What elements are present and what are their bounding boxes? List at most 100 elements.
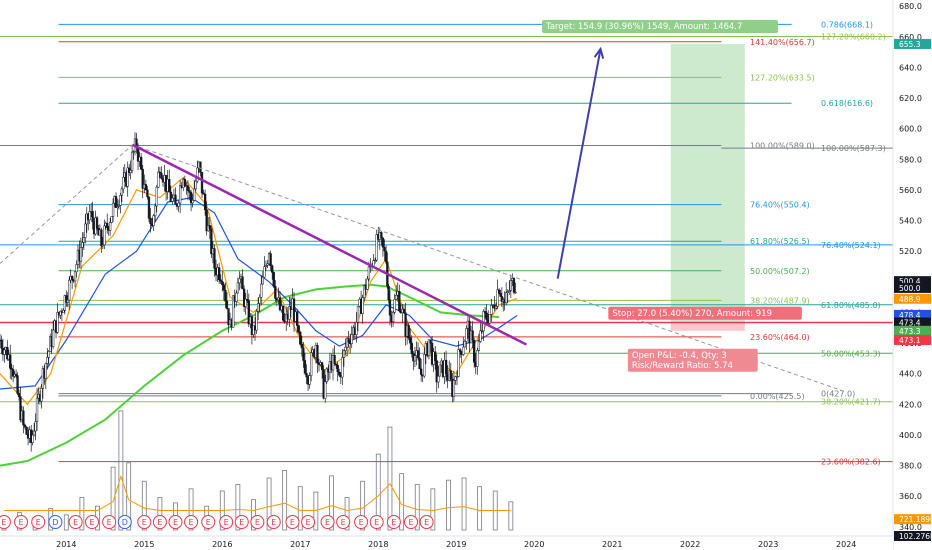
candle-body: [202, 192, 205, 195]
candle-body: [274, 286, 277, 299]
marker-letter: E: [290, 518, 295, 527]
candle: [130, 144, 134, 174]
earnings-marker[interactable]: E: [369, 515, 384, 529]
candle: [129, 160, 132, 180]
earnings-marker[interactable]: E: [266, 515, 281, 529]
price-tick-label: 600.0: [899, 125, 922, 134]
earnings-marker[interactable]: E: [301, 515, 316, 529]
candle: [82, 232, 85, 251]
candle: [34, 413, 37, 441]
candle: [23, 423, 27, 430]
earnings-marker[interactable]: E: [219, 515, 234, 529]
candle: [452, 370, 456, 402]
candle: [383, 239, 386, 261]
earnings-marker[interactable]: E: [31, 515, 46, 529]
candle-body: [452, 380, 456, 397]
earnings-marker[interactable]: E: [152, 515, 167, 529]
dividend-marker[interactable]: D: [48, 515, 63, 529]
resistance-trendline[interactable]: [132, 143, 528, 346]
marker-circle: [85, 515, 100, 529]
candle-body: [435, 360, 438, 383]
candle-body: [65, 295, 68, 303]
candle-body: [222, 284, 225, 291]
candle-body: [398, 291, 401, 312]
candle-body: [189, 192, 193, 204]
marker-circle: [301, 515, 316, 529]
candle: [208, 216, 211, 239]
candle-body: [191, 200, 194, 204]
candle: [111, 198, 115, 223]
candle-body: [295, 311, 299, 326]
candle: [44, 362, 47, 390]
candle-body: [299, 331, 302, 345]
earnings-marker[interactable]: E: [386, 515, 401, 529]
level-label: 100.00%(589.0): [750, 141, 815, 150]
candle-body: [471, 330, 474, 341]
candlestick-series: [0, 132, 517, 452]
earnings-marker[interactable]: E: [0, 515, 11, 529]
candle-body: [496, 289, 499, 307]
candle: [395, 285, 398, 301]
earnings-marker[interactable]: E: [137, 515, 152, 529]
candle: [295, 308, 299, 333]
marker-circle: [102, 515, 117, 529]
candle: [65, 290, 68, 307]
candle: [63, 294, 66, 315]
candle-body: [264, 265, 268, 267]
marker-circle: [31, 515, 46, 529]
time-axis-bg: [0, 536, 893, 550]
earnings-marker[interactable]: E: [85, 515, 100, 529]
candle: [463, 339, 466, 348]
earnings-marker[interactable]: E: [168, 515, 183, 529]
time-tick-label: 2022: [680, 540, 700, 549]
candle-body: [320, 362, 324, 370]
candle: [271, 264, 274, 280]
candle: [32, 423, 36, 437]
candle: [514, 282, 517, 294]
projection-arrow[interactable]: [556, 48, 602, 279]
earnings-marker[interactable]: E: [320, 515, 335, 529]
earnings-marker[interactable]: E: [14, 515, 29, 529]
candle-body: [73, 271, 77, 282]
candle: [79, 237, 83, 269]
earnings-marker[interactable]: E: [404, 515, 419, 529]
target-zone[interactable]: [670, 43, 745, 323]
earnings-marker[interactable]: E: [68, 515, 83, 529]
marker-letter: E: [341, 518, 346, 527]
earnings-marker[interactable]: E: [336, 515, 351, 529]
candle-body: [308, 375, 311, 385]
dividend-marker[interactable]: D: [117, 515, 132, 529]
candle-body: [350, 334, 353, 344]
earnings-marker[interactable]: E: [250, 515, 265, 529]
earnings-marker[interactable]: E: [184, 515, 199, 529]
candle: [410, 335, 413, 358]
dashed-trendline[interactable]: [0, 144, 133, 264]
candle-body: [302, 347, 305, 361]
candle: [114, 192, 118, 209]
candle-body: [157, 171, 160, 188]
candle-body: [132, 151, 135, 153]
candle: [342, 349, 346, 367]
marker-circle: [48, 515, 63, 529]
candle-body: [458, 349, 462, 352]
earnings-marker[interactable]: E: [234, 515, 249, 529]
earnings-marker[interactable]: E: [285, 515, 300, 529]
earnings-marker[interactable]: E: [354, 515, 369, 529]
volume-bar: [461, 477, 467, 531]
earnings-marker[interactable]: E: [419, 515, 434, 529]
marker-letter: E: [36, 518, 41, 527]
candle: [10, 363, 13, 380]
earnings-marker[interactable]: E: [102, 515, 117, 529]
candle: [225, 292, 229, 310]
stop-zone[interactable]: [670, 322, 745, 331]
candle-body: [506, 291, 509, 293]
marker-circle: [250, 515, 265, 529]
price-tick-label: 540.0: [899, 217, 922, 226]
drawings[interactable]: [0, 46, 847, 393]
earnings-marker[interactable]: E: [201, 515, 216, 529]
price-badge: [894, 282, 931, 293]
candle: [480, 322, 484, 334]
position-tool[interactable]: [670, 43, 745, 331]
